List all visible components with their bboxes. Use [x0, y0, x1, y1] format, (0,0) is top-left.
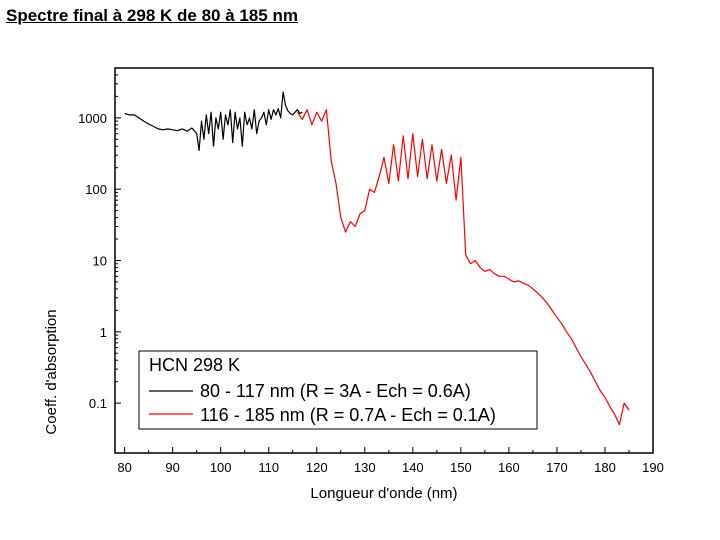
x-tick-label: 170 — [546, 460, 568, 475]
y-axis: 0.1 1 10 100 1000 — [78, 67, 121, 411]
x-axis: 80 90 100 110 120 130 140 150 160 170 180 190 — [117, 447, 664, 475]
x-tick-label: 180 — [594, 460, 616, 475]
x-tick-label: 110 — [258, 460, 279, 475]
x-tick-label: 80 — [117, 460, 131, 475]
y-tick-label: 10 — [93, 254, 107, 269]
series-line-80-117nm — [124, 91, 303, 151]
series-line-116-185nm — [297, 109, 630, 426]
x-tick-label: 130 — [354, 460, 376, 475]
legend-box — [138, 350, 538, 430]
x-tick-label: 190 — [642, 460, 664, 475]
y-tick-label: 1 — [100, 325, 107, 340]
y-tick-label: 0.1 — [89, 396, 107, 411]
series-layer — [124, 91, 630, 426]
x-tick-label: 90 — [165, 460, 179, 475]
legend-entry-black: 80 - 117 nm (R = 3A - Ech = 0.6A) — [200, 381, 471, 401]
x-tick-label: 120 — [306, 460, 328, 475]
y-axis-title: Coeff. d'absorption — [43, 309, 60, 434]
y-tick-label: 1000 — [78, 111, 107, 126]
x-tick-label: 140 — [402, 460, 424, 475]
y-tick-label: 100 — [85, 182, 107, 197]
x-tick-label: 100 — [210, 460, 232, 475]
x-tick-label: 160 — [498, 460, 520, 475]
slide-title: Spectre final à 298 K de 80 à 185 nm — [6, 6, 298, 25]
legend-title: HCN 298 K — [149, 355, 240, 375]
legend-entry-red: 116 - 185 nm (R = 0.7A - Ech = 0.1A) — [200, 405, 496, 425]
x-axis-title: Longueur d'onde (nm) — [310, 485, 457, 502]
x-tick-label: 150 — [450, 460, 472, 475]
legend: HCN 298 K 80 - 117 nm (R = 3A - Ech = 0.… — [138, 350, 538, 430]
